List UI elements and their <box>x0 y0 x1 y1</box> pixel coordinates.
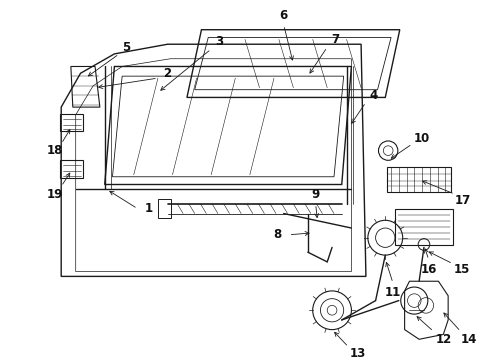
Text: 11: 11 <box>385 286 401 300</box>
Text: 9: 9 <box>312 188 320 201</box>
Text: 15: 15 <box>454 263 470 276</box>
Text: 7: 7 <box>331 33 339 46</box>
Text: 2: 2 <box>164 67 171 80</box>
Text: 17: 17 <box>455 194 471 207</box>
Text: 8: 8 <box>273 228 281 241</box>
Text: 19: 19 <box>46 188 63 201</box>
Text: 14: 14 <box>460 333 477 346</box>
Text: 4: 4 <box>369 89 378 102</box>
Text: 10: 10 <box>414 131 430 145</box>
Text: 1: 1 <box>144 202 152 215</box>
Text: 5: 5 <box>122 41 130 54</box>
Text: 13: 13 <box>350 347 367 360</box>
Text: 18: 18 <box>46 144 63 157</box>
Text: 12: 12 <box>435 333 451 346</box>
Text: 3: 3 <box>215 35 223 48</box>
Text: 6: 6 <box>280 9 288 22</box>
Text: 16: 16 <box>420 263 437 276</box>
